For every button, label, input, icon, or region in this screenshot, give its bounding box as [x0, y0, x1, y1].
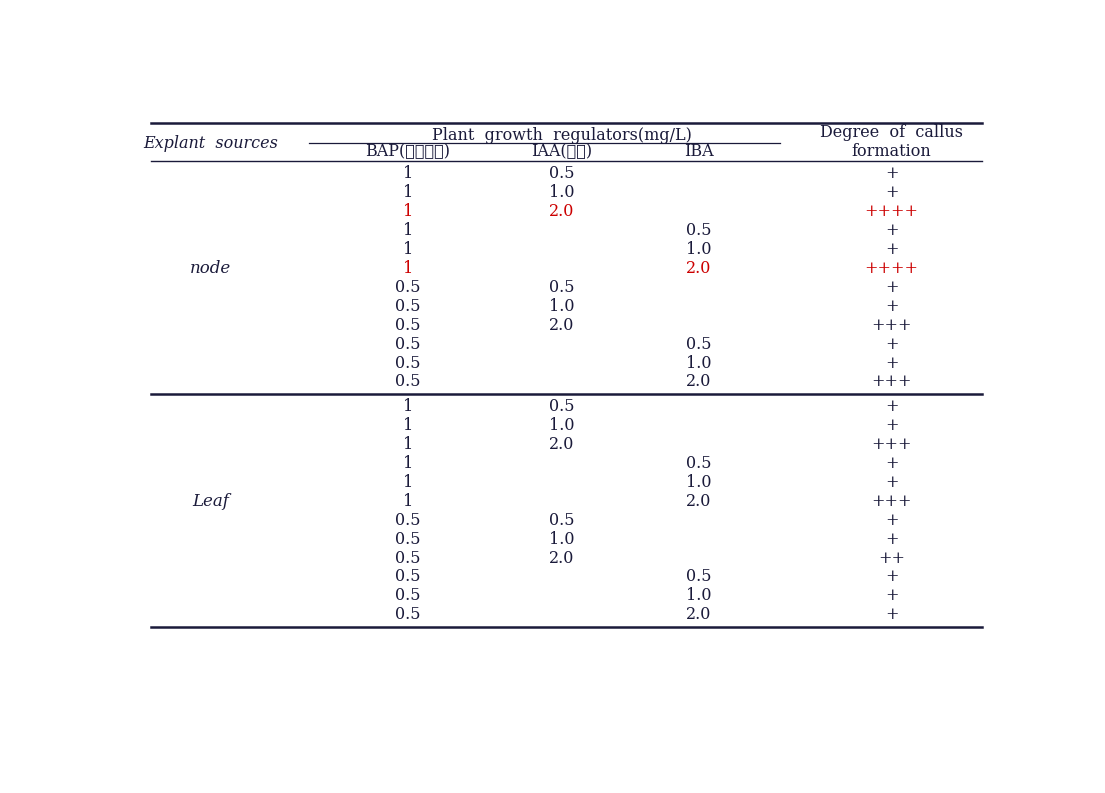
Text: 0.5: 0.5 [396, 531, 421, 548]
Text: 0.5: 0.5 [396, 316, 421, 334]
Text: 1.0: 1.0 [549, 531, 575, 548]
Text: 1: 1 [402, 436, 413, 453]
Text: IBA: IBA [684, 144, 714, 160]
Text: 1: 1 [402, 455, 413, 472]
Text: 0.5: 0.5 [396, 297, 421, 315]
Text: 1: 1 [402, 398, 413, 415]
Text: 0.5: 0.5 [686, 222, 712, 239]
Text: +: + [885, 398, 898, 415]
Text: 1: 1 [402, 241, 413, 258]
Text: 1: 1 [402, 184, 413, 201]
Text: 1.0: 1.0 [686, 354, 712, 372]
Text: +: + [885, 354, 898, 372]
Text: ++++: ++++ [865, 203, 918, 220]
Text: 2.0: 2.0 [549, 550, 575, 566]
Text: 1: 1 [402, 203, 413, 220]
Text: 1.0: 1.0 [686, 473, 712, 491]
Text: 0.5: 0.5 [396, 607, 421, 623]
Text: +: + [885, 531, 898, 548]
Text: 1.0: 1.0 [549, 417, 575, 434]
Text: +: + [885, 455, 898, 472]
Text: 2.0: 2.0 [686, 374, 712, 390]
Text: node: node [190, 260, 232, 277]
Text: +: + [885, 607, 898, 623]
Text: 1: 1 [402, 222, 413, 239]
Text: +++: +++ [872, 492, 912, 510]
Text: +: + [885, 184, 898, 201]
Text: Explant  sources: Explant sources [144, 136, 278, 152]
Text: 1: 1 [402, 260, 413, 277]
Text: 0.5: 0.5 [549, 279, 575, 296]
Text: Degree  of  callus: Degree of callus [820, 125, 964, 141]
Text: +: + [885, 241, 898, 258]
Text: 0.5: 0.5 [396, 335, 421, 353]
Text: 0.5: 0.5 [549, 165, 575, 182]
Text: Leaf: Leaf [192, 492, 230, 510]
Text: +: + [885, 569, 898, 585]
Text: Plant  growth  regulators(mg/L): Plant growth regulators(mg/L) [432, 128, 692, 144]
Text: 0.5: 0.5 [396, 279, 421, 296]
Text: +++: +++ [872, 374, 912, 390]
Text: 2.0: 2.0 [686, 492, 712, 510]
Text: +: + [885, 222, 898, 239]
Text: 1.0: 1.0 [549, 184, 575, 201]
Text: +: + [885, 588, 898, 604]
Text: +: + [885, 335, 898, 353]
Text: 2.0: 2.0 [686, 260, 712, 277]
Text: 0.5: 0.5 [686, 569, 712, 585]
Text: IAA(옥신): IAA(옥신) [532, 144, 592, 160]
Text: 2.0: 2.0 [549, 203, 575, 220]
Text: 0.5: 0.5 [396, 569, 421, 585]
Text: 1.0: 1.0 [686, 241, 712, 258]
Text: +: + [885, 297, 898, 315]
Text: 1: 1 [402, 417, 413, 434]
Text: 0.5: 0.5 [686, 455, 712, 472]
Text: 0.5: 0.5 [396, 354, 421, 372]
Text: 1: 1 [402, 473, 413, 491]
Text: formation: formation [852, 144, 932, 160]
Text: 0.5: 0.5 [396, 374, 421, 390]
Text: 2.0: 2.0 [549, 316, 575, 334]
Text: ++++: ++++ [865, 260, 918, 277]
Text: 0.5: 0.5 [396, 588, 421, 604]
Text: +: + [885, 165, 898, 182]
Text: +++: +++ [872, 436, 912, 453]
Text: +++: +++ [872, 316, 912, 334]
Text: 0.5: 0.5 [686, 335, 712, 353]
Text: 0.5: 0.5 [549, 398, 575, 415]
Text: 2.0: 2.0 [549, 436, 575, 453]
Text: BAP(시토키닌): BAP(시토키닌) [366, 144, 451, 160]
Text: 1: 1 [402, 165, 413, 182]
Text: 1: 1 [402, 492, 413, 510]
Text: +: + [885, 473, 898, 491]
Text: 0.5: 0.5 [396, 550, 421, 566]
Text: 0.5: 0.5 [396, 511, 421, 529]
Text: 2.0: 2.0 [686, 607, 712, 623]
Text: +: + [885, 417, 898, 434]
Text: 1.0: 1.0 [549, 297, 575, 315]
Text: +: + [885, 279, 898, 296]
Text: 1.0: 1.0 [686, 588, 712, 604]
Text: 0.5: 0.5 [549, 511, 575, 529]
Text: ++: ++ [878, 550, 905, 566]
Text: +: + [885, 511, 898, 529]
